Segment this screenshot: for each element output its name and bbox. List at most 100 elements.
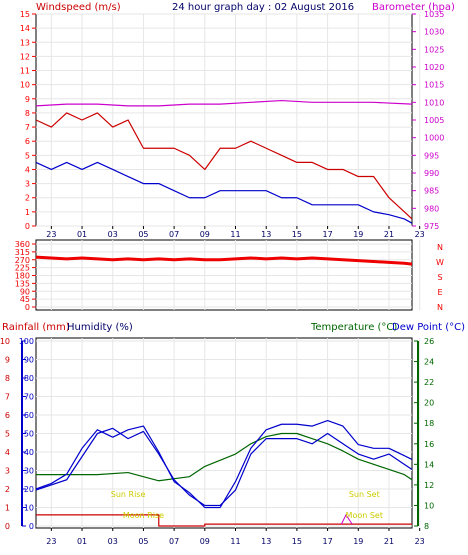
wind-xtick-label: 09: [200, 230, 210, 239]
climate-xtick-label: 03: [108, 537, 118, 546]
humidity-ytick-label: 10: [24, 504, 34, 513]
wind-ytick-label: 4: [25, 165, 30, 174]
humidity-ytick-label: 50: [24, 430, 34, 439]
rain-ytick-label: 7: [5, 393, 10, 402]
humidity-ytick-label: 30: [24, 467, 34, 476]
wind-xtick-label: 23: [415, 230, 425, 239]
barometer-line: [35, 99, 413, 107]
climate-annotations: Sun Rise Moon Rise Sun Set Moon Set: [111, 490, 383, 520]
climate-xtick-label: 23: [415, 537, 425, 546]
rain-y-ticks: 0 1 2 3 4 5 6 7 8 9 10: [0, 337, 10, 531]
rain-ytick-label: 2: [5, 485, 10, 494]
compass-label: N: [437, 243, 443, 252]
baro-ytick-label: 990: [424, 169, 439, 178]
direction-ytick-label: 0: [25, 303, 30, 312]
temperature-ytick-label: 10: [424, 501, 434, 510]
rain-ytick-label: 9: [5, 356, 10, 365]
average-wind-line: [35, 161, 413, 224]
humidity-ytick-label: 60: [24, 411, 34, 420]
wind-direction-line: [35, 255, 413, 266]
temperature-ytick-label: 18: [424, 419, 434, 428]
climate-xtick-label: 19: [353, 537, 363, 546]
baro-ytick-label: 1000: [424, 134, 444, 143]
wind-ytick-label: 5: [25, 151, 30, 160]
direction-ytick-label: 45: [20, 295, 30, 304]
temperature-ytick-label: 12: [424, 481, 434, 490]
wind-xtick-label: 19: [353, 230, 363, 239]
direction-ytick-label: 315: [15, 248, 30, 257]
climate-xtick-label: 09: [200, 537, 210, 546]
wind-x-ticks: 23 01 03 05 07 09 11 13 15 17 19 21 23: [46, 226, 425, 239]
compass-label: W: [436, 258, 444, 267]
wind-xtick-label: 01: [77, 230, 87, 239]
compass-label: N: [437, 303, 443, 312]
direction-series: [35, 255, 413, 266]
wind-ytick-label: 2: [25, 194, 30, 203]
rain-ytick-label: 5: [5, 430, 10, 439]
direction-ytick-label: 225: [15, 264, 30, 273]
wind-ytick-label: 7: [25, 123, 30, 132]
climate-xtick-label: 17: [322, 537, 332, 546]
temperature-line: [36, 432, 413, 482]
wind-xtick-label: 15: [292, 230, 302, 239]
climate-xtick-label: 15: [292, 537, 302, 546]
wind-ytick-label: 10: [20, 81, 30, 90]
humidity-ytick-label: 80: [24, 374, 34, 383]
temperature-ytick-label: 22: [424, 378, 434, 387]
direction-ytick-label: 360: [15, 240, 30, 249]
climate-xtick-label: 13: [261, 537, 271, 546]
wind-ytick-label: 14: [20, 24, 30, 33]
wind-y-ticks-right: 975 980 985 990 995 1000 1005 1010 1015 1020 1025 1…: [412, 10, 444, 231]
temperature-ytick-label: 24: [424, 358, 434, 367]
climate-xtick-label: 11: [230, 537, 240, 546]
wind-ytick-label: 9: [25, 95, 30, 104]
barometer-label: Barometer (hpa): [372, 2, 455, 13]
temperature-y-ticks: 8 10 12 14 16 18 20 22 24 26: [414, 337, 434, 531]
direction-ytick-label: 270: [15, 256, 30, 265]
baro-ytick-label: 1005: [424, 116, 444, 125]
climate-xtick-label: 23: [46, 537, 56, 546]
rain-ytick-label: 3: [5, 467, 10, 476]
wind-xtick-label: 21: [384, 230, 394, 239]
direction-ytick-label: 135: [15, 279, 30, 288]
baro-ytick-label: 985: [424, 187, 439, 196]
wind-ytick-label: 0: [25, 222, 30, 231]
humidity-ytick-label: 0: [29, 522, 34, 531]
wind-ytick-label: 8: [25, 109, 30, 118]
rain-ytick-label: 6: [5, 411, 10, 420]
climate-xtick-label: 05: [138, 537, 148, 546]
rainfall-line: [36, 514, 412, 527]
dewpoint-label: Dew Point (°C): [392, 322, 465, 333]
humidity-ytick-label: 40: [24, 448, 34, 457]
wind-xtick-label: 11: [230, 230, 240, 239]
wind-ytick-label: 12: [20, 52, 30, 61]
humidity-ytick-label: 20: [24, 485, 34, 494]
direction-ytick-label: 90: [20, 287, 30, 296]
baro-ytick-label: 1015: [424, 81, 444, 90]
wind-xtick-label: 03: [108, 230, 118, 239]
rain-ytick-label: 1: [5, 504, 10, 513]
humidity-ytick-label: 90: [24, 356, 34, 365]
temperature-ytick-label: 26: [424, 337, 434, 346]
wind-series: [35, 99, 413, 224]
compass-label: E: [437, 288, 442, 297]
compass-label: S: [437, 273, 442, 282]
humidity-label: Humidity (%): [67, 322, 133, 333]
climate-series: [35, 419, 413, 527]
climate-xtick-label: 21: [384, 537, 394, 546]
baro-ytick-label: 1025: [424, 45, 444, 54]
climate-xtick-label: 07: [169, 537, 179, 546]
humidity-ytick-label: 100: [19, 337, 34, 346]
temperature-ytick-label: 16: [424, 440, 434, 449]
temperature-ytick-label: 14: [424, 460, 434, 469]
wind-ytick-label: 11: [20, 67, 30, 76]
page-title: 24 hour graph day : 02 August 2016: [172, 2, 354, 13]
annotation-label: Moon Set: [346, 511, 383, 520]
annotation-label: Sun Rise: [111, 490, 146, 499]
humidity-y-ticks: 0 10 20 30 40 50 60 70 80 90 100: [19, 337, 34, 531]
dewpoint-line: [35, 427, 413, 507]
baro-ytick-label: 1030: [424, 28, 444, 37]
